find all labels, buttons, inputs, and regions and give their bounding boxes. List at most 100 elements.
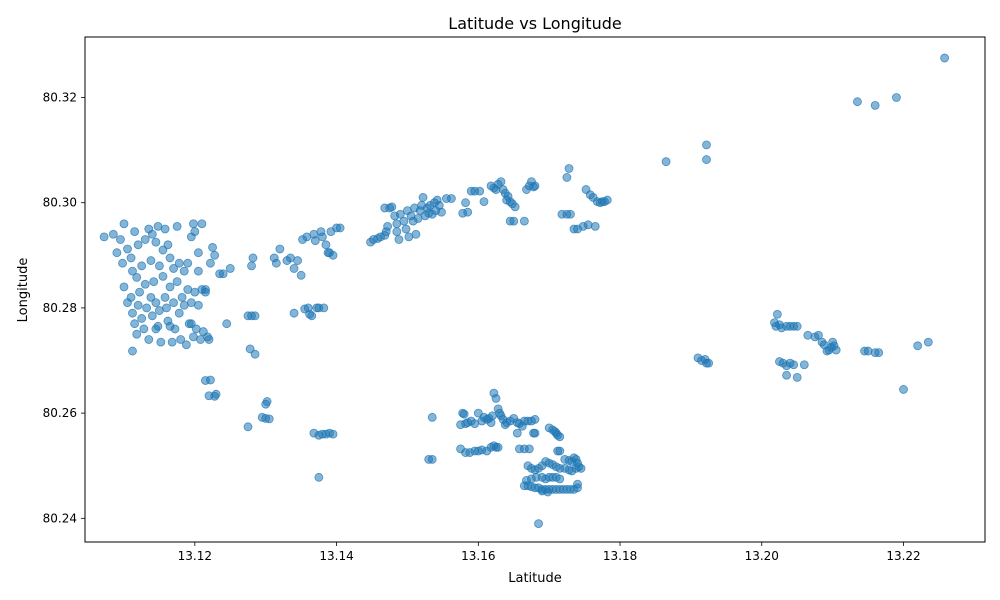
data-point [293,256,303,265]
data-point [197,219,207,229]
data-point [401,224,411,234]
data-point [128,308,137,318]
data-point [782,370,791,380]
y-tick-label: 80.26 [43,406,77,420]
data-point [112,248,122,258]
data-point [395,209,405,219]
data-point [146,292,156,302]
data-point [702,155,711,164]
data-points [99,53,950,528]
data-point [437,207,446,217]
data-point [172,277,182,287]
data-point [512,428,522,438]
data-point [247,261,256,271]
data-point [335,223,345,233]
data-point [208,243,217,252]
data-point [142,303,152,313]
x-tick-label: 13.20 [745,549,779,563]
data-point [792,321,802,331]
data-point [496,177,506,187]
data-point [418,193,428,202]
data-point [149,277,159,287]
data-point [167,337,177,347]
data-point [289,308,299,318]
data-point [169,264,178,273]
x-tick-label: 13.14 [319,549,353,563]
data-point [799,360,809,370]
data-point [940,53,950,63]
data-point [296,270,306,280]
data-point [392,227,402,237]
data-point [128,266,137,276]
data-point [394,235,404,244]
data-point [144,335,154,344]
data-point [119,282,129,292]
data-point [162,303,171,313]
data-point [275,244,285,254]
y-tick-label: 80.24 [43,511,77,525]
data-point [183,258,193,268]
data-point [519,216,529,226]
data-point [530,181,540,191]
data-point [243,422,253,432]
data-point [573,479,582,489]
data-point [427,412,437,422]
data-point [181,340,191,350]
data-point [459,409,469,419]
data-point [201,285,210,294]
data-point [151,237,161,247]
data-point [899,385,908,394]
data-point [174,258,184,268]
data-point [156,337,166,347]
data-point [155,261,164,271]
data-point [135,287,144,297]
data-point [137,314,147,323]
data-point [147,311,157,321]
plot-frame [84,36,986,543]
x-tick-label: 13.22 [886,549,920,563]
data-point [147,229,157,239]
data-point [923,337,933,347]
data-point [590,221,600,231]
data-point [892,93,901,102]
data-point [108,229,118,239]
data-point [446,194,456,203]
data-point [126,292,136,302]
y-tick-label: 80.32 [43,90,77,104]
data-point [158,271,168,281]
data-point [123,244,132,254]
data-point [853,97,862,107]
data-point [174,308,184,318]
data-point [116,235,125,244]
data-point [792,372,802,382]
data-point [163,240,173,250]
data-point [186,319,196,329]
data-point [211,389,221,399]
data-point [172,221,182,231]
data-point [210,250,220,260]
data-point [583,220,593,230]
data-point [475,186,485,196]
data-point [566,209,575,219]
data-point [803,330,813,340]
data-point [305,309,315,319]
data-point [126,253,136,263]
data-point [165,282,175,292]
x-axis: 13.12 13.14 13.16 13.18 13.20 13.22 [178,542,921,563]
data-point [602,195,612,205]
data-point [177,292,187,302]
data-point [523,461,533,471]
data-point [321,240,331,250]
data-point [250,311,260,321]
data-point [193,266,203,276]
data-point [411,229,421,239]
data-point [383,221,393,231]
data-point [328,429,338,439]
y-axis: 80.24 80.26 80.28 80.30 80.32 [43,90,85,525]
data-point [789,360,799,370]
data-point [250,349,260,359]
data-point [555,474,565,484]
data-point [248,253,258,263]
data-point [193,248,203,258]
data-point [772,309,782,319]
